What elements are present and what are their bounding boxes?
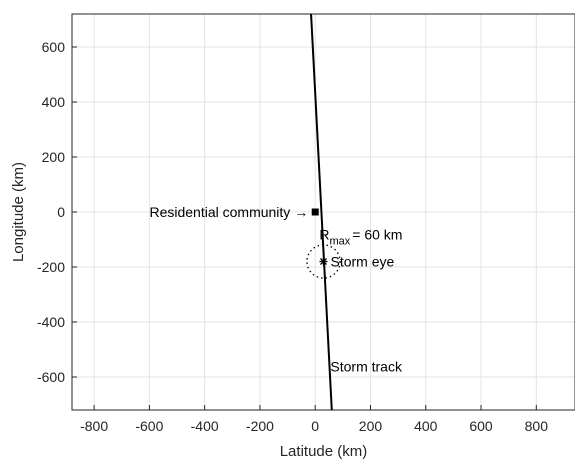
x-tick-label: -400 bbox=[191, 418, 219, 434]
y-axis-label: Longitude (km) bbox=[10, 162, 27, 262]
y-tick-label: -600 bbox=[37, 369, 65, 385]
rmax-label: Rmax = 60 km bbox=[319, 227, 402, 248]
residential-community-label: Residential community → bbox=[149, 204, 308, 220]
y-tick-label: 600 bbox=[42, 39, 66, 55]
x-tick-label: -800 bbox=[80, 418, 108, 434]
x-tick-label: 0 bbox=[311, 418, 319, 434]
storm-track-line bbox=[310, 13, 333, 411]
storm-track-label: Storm track bbox=[330, 359, 403, 375]
x-tick-label: 600 bbox=[469, 418, 493, 434]
x-tick-label: -200 bbox=[246, 418, 274, 434]
rmax-label-sub: max bbox=[329, 236, 350, 248]
rmax-label-main: R bbox=[319, 227, 329, 243]
y-tick-label: 400 bbox=[42, 94, 66, 110]
y-tick-label: -200 bbox=[37, 259, 65, 275]
residential-community-marker bbox=[311, 208, 319, 216]
y-tick-label: 200 bbox=[42, 149, 66, 165]
y-tick-label: 0 bbox=[57, 204, 65, 220]
y-tick-label: -400 bbox=[37, 314, 65, 330]
x-tick-labels: -800 -600 -400 -200 0 200 400 600 800 bbox=[80, 405, 548, 434]
x-tick-label: 400 bbox=[414, 418, 438, 434]
storm-eye-marker bbox=[319, 257, 328, 266]
x-tick-label: -600 bbox=[135, 418, 163, 434]
x-tick-label: 200 bbox=[359, 418, 383, 434]
x-tick-label: 800 bbox=[525, 418, 549, 434]
rmax-circle bbox=[306, 244, 341, 279]
grid bbox=[72, 14, 575, 410]
y-tick-labels: -600 -400 -200 0 200 400 600 bbox=[37, 39, 77, 385]
x-axis-label: Latitude (km) bbox=[280, 443, 368, 460]
rmax-label-rest: = 60 km bbox=[352, 227, 402, 243]
storm-eye-label: Storm eye bbox=[331, 254, 395, 270]
